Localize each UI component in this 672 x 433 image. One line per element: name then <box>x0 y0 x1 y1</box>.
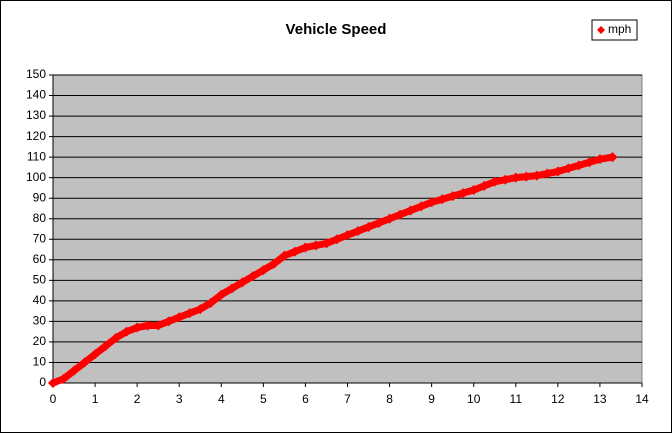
marker <box>510 172 521 183</box>
marker <box>594 154 605 165</box>
marker <box>331 234 342 245</box>
legend-box <box>591 19 638 41</box>
y-tick-label: 40 <box>33 293 47 307</box>
marker <box>69 365 80 376</box>
y-tick-label: 140 <box>26 88 46 102</box>
marker <box>289 246 300 257</box>
marker <box>226 283 237 294</box>
y-tick-label: 80 <box>33 211 47 225</box>
marker <box>79 357 90 368</box>
marker <box>437 194 448 205</box>
x-tick-label: 2 <box>134 392 141 406</box>
marker <box>132 322 143 333</box>
marker <box>247 271 258 282</box>
marker <box>48 378 58 388</box>
y-tick-label: 30 <box>33 314 47 328</box>
marker <box>468 184 479 195</box>
x-tick-label: 3 <box>176 392 183 406</box>
marker <box>353 226 364 237</box>
x-tick-label: 11 <box>510 392 523 406</box>
marker <box>363 221 374 232</box>
plot-area <box>52 74 643 384</box>
marker <box>479 180 490 191</box>
marker <box>258 265 269 276</box>
marker <box>205 297 216 308</box>
marker <box>447 191 458 202</box>
x-tick-label: 6 <box>302 392 309 406</box>
marker <box>111 332 122 343</box>
marker <box>458 188 469 199</box>
marker <box>195 304 206 315</box>
x-tick-label: 4 <box>218 392 225 406</box>
marker <box>573 160 584 171</box>
x-tick-label: 12 <box>551 392 565 406</box>
y-tick-label: 70 <box>33 231 47 245</box>
marker <box>90 349 101 360</box>
marker <box>607 152 618 163</box>
marker <box>121 326 132 337</box>
legend-marker <box>597 26 605 34</box>
marker <box>542 168 553 179</box>
x-tick-label: 8 <box>386 392 393 406</box>
x-tick-label: 10 <box>467 392 481 406</box>
marker <box>563 163 574 174</box>
marker <box>531 170 542 181</box>
marker <box>426 197 437 208</box>
marker <box>395 209 406 220</box>
x-tick-label: 0 <box>50 392 57 406</box>
x-tick-label: 1 <box>92 392 99 406</box>
marker <box>374 217 385 228</box>
y-tick-label: 90 <box>33 190 47 204</box>
y-tick-label: 130 <box>26 108 46 122</box>
x-tick-label: 9 <box>428 392 435 406</box>
chart-title: Vehicle Speed <box>286 21 387 38</box>
marker <box>184 308 195 319</box>
marker <box>500 174 511 185</box>
y-tick-label: 150 <box>26 67 46 81</box>
x-tick-label: 5 <box>260 392 267 406</box>
marker <box>300 242 311 253</box>
y-tick-label: 10 <box>33 355 47 369</box>
marker <box>584 157 595 168</box>
marker <box>100 341 111 352</box>
marker <box>310 240 321 251</box>
marker <box>405 205 416 216</box>
marker <box>342 230 353 241</box>
marker <box>58 373 69 384</box>
legend-label: mph <box>608 22 631 36</box>
marker <box>174 312 185 323</box>
marker <box>268 258 279 269</box>
y-tick-label: 120 <box>26 129 46 143</box>
y-tick-label: 20 <box>33 334 47 348</box>
x-tick-label: 14 <box>635 392 649 406</box>
marker <box>416 201 427 212</box>
x-tick-label: 7 <box>344 392 351 406</box>
marker <box>321 238 332 249</box>
legend: mph <box>591 19 638 41</box>
marker <box>279 250 290 261</box>
marker <box>489 176 500 187</box>
y-tick-label: 60 <box>33 252 47 266</box>
marker <box>521 171 532 182</box>
y-tick-label: 50 <box>33 273 47 287</box>
marker <box>237 277 248 288</box>
marker <box>163 316 174 327</box>
marker <box>153 320 164 331</box>
y-tick-label: 110 <box>27 149 46 163</box>
marker <box>216 289 227 300</box>
marker <box>384 213 395 224</box>
marker <box>552 166 563 177</box>
y-tick-label: 100 <box>26 170 46 184</box>
y-tick-label: 0 <box>39 375 46 389</box>
x-tick-label: 13 <box>593 392 607 406</box>
marker <box>142 320 153 331</box>
